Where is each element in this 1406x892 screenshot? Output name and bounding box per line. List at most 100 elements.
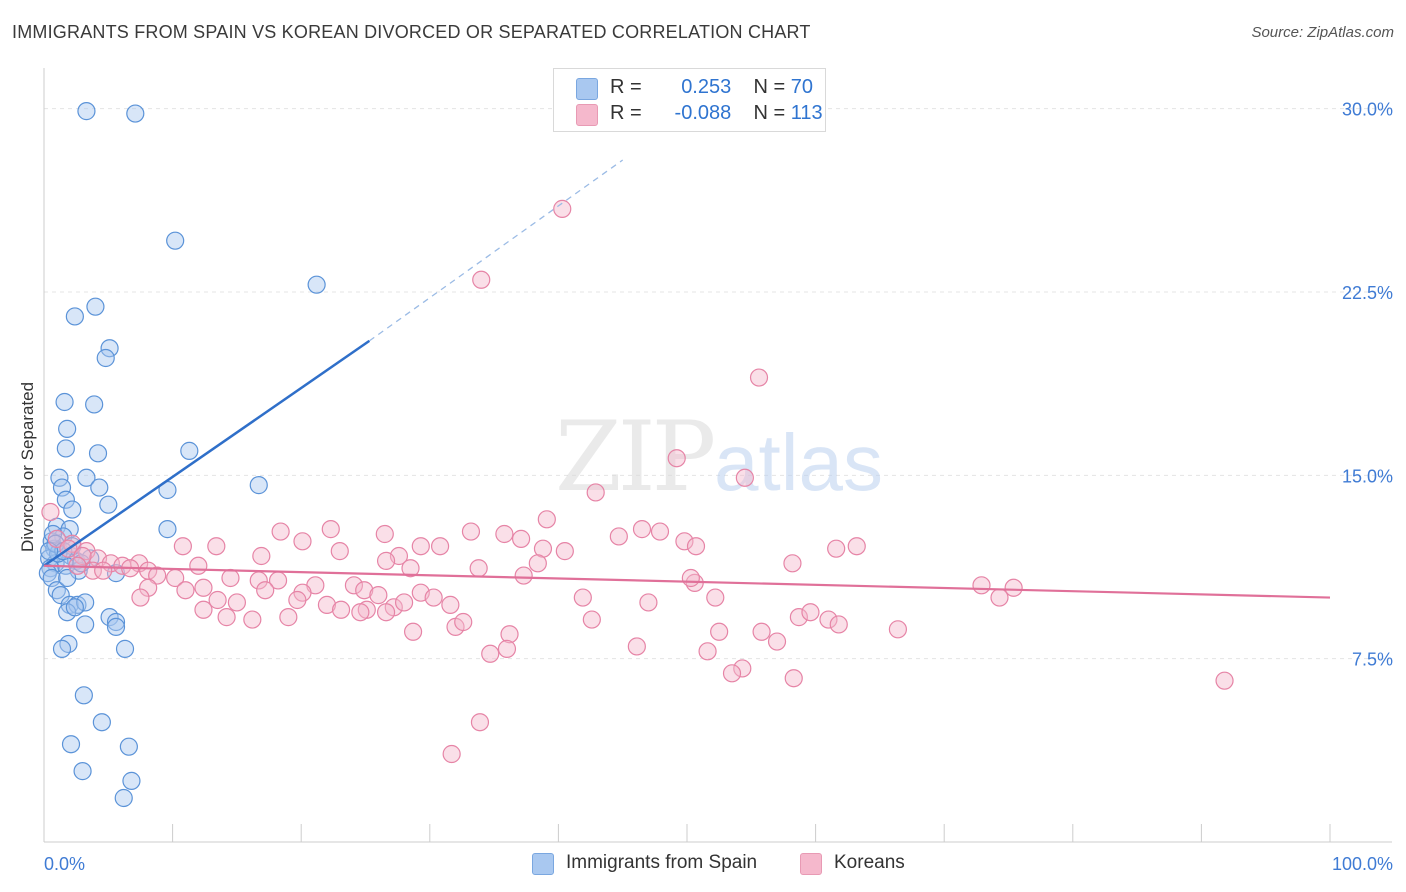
point-1-71 [194, 600, 213, 619]
trend-lines [43, 159, 1331, 599]
point-1-54 [256, 581, 275, 600]
point-0-9 [85, 395, 104, 414]
point-1-9 [375, 524, 394, 544]
point-1-25 [686, 537, 706, 556]
point-1-59 [139, 578, 158, 597]
point-1-69 [394, 593, 414, 612]
point-1-109 [47, 529, 66, 548]
point-0-48 [106, 612, 126, 632]
point-0-50 [106, 617, 126, 636]
point-0-10 [58, 419, 77, 438]
legend-swatch-koreans [576, 104, 598, 126]
axes [43, 68, 1392, 843]
point-1-72 [217, 608, 236, 627]
legend-text-koreans: R = -0.088 N = 113 [610, 102, 823, 125]
point-1-81 [573, 588, 592, 607]
point-1-80 [500, 625, 519, 644]
point-0-19 [249, 476, 268, 495]
point-0-7 [96, 348, 115, 368]
point-0-1 [126, 104, 145, 123]
tick-labels: 7.5% 15.0% 22.5% 30.0% 0.0% 100.0% [44, 100, 1393, 874]
point-0-56 [61, 735, 81, 754]
point-0-52 [52, 639, 72, 658]
point-1-12 [512, 529, 531, 548]
trend-line-spain-extension [368, 159, 624, 342]
point-1-87 [801, 603, 820, 622]
point-0-58 [73, 762, 92, 781]
y-tick-label-1: 15.0% [1342, 466, 1393, 486]
point-0-12 [88, 444, 108, 463]
point-1-76 [376, 603, 396, 622]
point-0-15 [77, 468, 96, 487]
watermark-zip: ZIP [555, 401, 714, 513]
point-1-38 [189, 556, 208, 575]
point-1-89 [829, 615, 848, 634]
point-0-22 [99, 495, 118, 514]
point-1-27 [252, 546, 271, 566]
point-1-49 [401, 559, 420, 578]
legend-n-value: 70 [790, 76, 813, 98]
y-tick-label-2: 22.5% [1342, 283, 1393, 303]
point-0-59 [122, 771, 141, 790]
point-1-107 [847, 537, 866, 556]
point-1-47 [376, 551, 396, 570]
point-1-3 [667, 449, 686, 468]
point-0-55 [92, 713, 111, 732]
point-1-100 [784, 669, 803, 688]
point-1-88 [819, 610, 838, 629]
point-0-44 [76, 593, 95, 612]
point-1-96 [481, 644, 500, 663]
chart-title: IMMIGRANTS FROM SPAIN VS KOREAN DIVORCED… [12, 22, 811, 42]
point-1-8 [321, 520, 340, 539]
series-koreans [41, 199, 1234, 764]
point-1-50 [514, 566, 533, 585]
point-1-29 [528, 554, 547, 573]
point-1-64 [288, 590, 307, 610]
point-0-49 [76, 615, 95, 634]
point-1-55 [369, 586, 388, 605]
point-1-92 [752, 622, 771, 641]
point-0-25 [158, 520, 177, 539]
point-1-93 [767, 632, 787, 651]
point-1-21 [411, 537, 430, 556]
point-1-99 [722, 664, 742, 683]
point-1-70 [441, 595, 460, 614]
correlation-legend: R = 0.253 N = 70 R = -0.088 N = 113 [553, 68, 826, 132]
point-1-26 [827, 539, 846, 558]
point-1-106 [442, 744, 461, 764]
point-1-73 [243, 610, 262, 629]
point-1-24 [555, 542, 574, 561]
bottom-legend-swatch-koreans [800, 853, 822, 875]
legend-r-value: -0.088 [674, 102, 732, 124]
point-1-0 [553, 199, 572, 218]
trend-line-koreans [43, 564, 1331, 599]
point-0-46 [65, 598, 84, 617]
point-1-10 [461, 522, 481, 541]
point-1-90 [888, 620, 908, 639]
point-1-13 [609, 527, 628, 546]
point-0-54 [74, 686, 93, 705]
point-1-111 [73, 546, 92, 566]
point-0-20 [56, 490, 75, 509]
bottom-legend-label-spain: Immigrants from Spain [566, 852, 758, 873]
point-0-8 [55, 392, 74, 412]
point-0-6 [100, 339, 119, 358]
point-1-30 [783, 554, 802, 573]
point-0-17 [90, 478, 109, 497]
point-1-19 [207, 537, 226, 556]
trend-line-spain [43, 339, 371, 567]
point-1-91 [710, 622, 729, 641]
point-1-18 [173, 537, 192, 556]
point-1-95 [698, 642, 717, 661]
point-1-22 [430, 537, 450, 556]
y-tick-label-0: 7.5% [1352, 650, 1393, 670]
point-1-65 [317, 595, 337, 614]
chart-source: Source: ZipAtlas.com [1251, 24, 1394, 41]
point-1-104 [1215, 671, 1234, 690]
point-1-98 [733, 659, 752, 678]
point-1-5 [586, 483, 605, 502]
bottom-legend-label-koreans: Koreans [834, 852, 905, 873]
bottom-legend-swatch-spain [532, 853, 554, 875]
point-1-17 [293, 532, 312, 551]
point-1-84 [706, 588, 725, 607]
